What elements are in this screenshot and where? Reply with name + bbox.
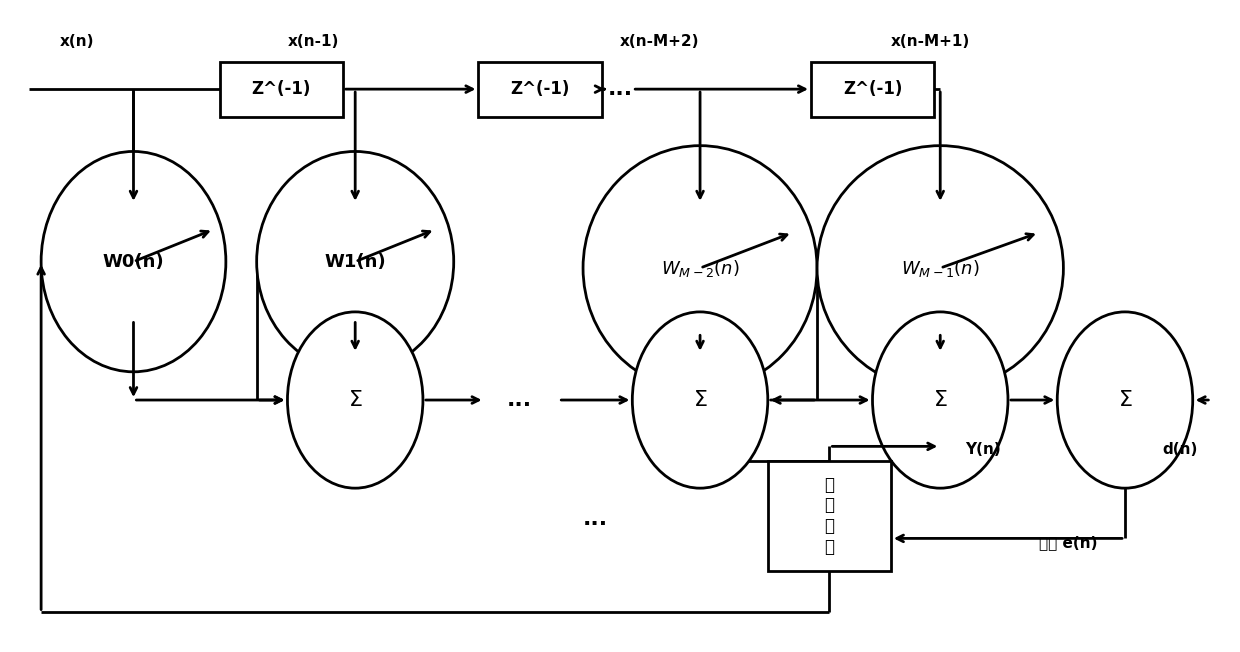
Ellipse shape	[583, 145, 817, 391]
Text: W1(n): W1(n)	[325, 252, 386, 271]
Text: W0(n): W0(n)	[103, 252, 165, 271]
Bar	[219, 62, 343, 117]
Text: $\Sigma$: $\Sigma$	[1117, 390, 1132, 410]
Ellipse shape	[1058, 312, 1193, 488]
Bar	[811, 62, 934, 117]
Text: $\Sigma$: $\Sigma$	[932, 390, 947, 410]
Text: ...: ...	[608, 79, 632, 99]
Ellipse shape	[288, 312, 423, 488]
Text: x(n-M+1): x(n-M+1)	[892, 34, 970, 49]
Ellipse shape	[817, 145, 1064, 391]
Text: ...: ...	[583, 509, 608, 529]
Text: $\Sigma$: $\Sigma$	[348, 390, 362, 410]
Ellipse shape	[632, 312, 768, 488]
Text: $W_{M-1}(n)$: $W_{M-1}(n)$	[901, 258, 980, 278]
Text: Z^(-1): Z^(-1)	[843, 80, 903, 98]
Text: x(n): x(n)	[60, 34, 94, 49]
Text: 权
值
控
制: 权 值 控 制	[825, 476, 835, 556]
Text: Y(n): Y(n)	[965, 442, 1001, 457]
Ellipse shape	[41, 151, 226, 372]
Ellipse shape	[257, 151, 454, 372]
Bar	[479, 62, 601, 117]
Bar	[768, 461, 892, 570]
Text: x(n-M+2): x(n-M+2)	[620, 34, 699, 49]
Text: $W_{M-2}(n)$: $W_{M-2}(n)$	[661, 258, 739, 278]
Text: $\Sigma$: $\Sigma$	[693, 390, 707, 410]
Text: d(n): d(n)	[1162, 442, 1198, 457]
Text: x(n-1): x(n-1)	[288, 34, 339, 49]
Text: Z^(-1): Z^(-1)	[510, 80, 569, 98]
Text: 误差 e(n): 误差 e(n)	[1039, 535, 1097, 550]
Text: ...: ...	[506, 390, 532, 410]
Text: Z^(-1): Z^(-1)	[252, 80, 311, 98]
Ellipse shape	[873, 312, 1008, 488]
